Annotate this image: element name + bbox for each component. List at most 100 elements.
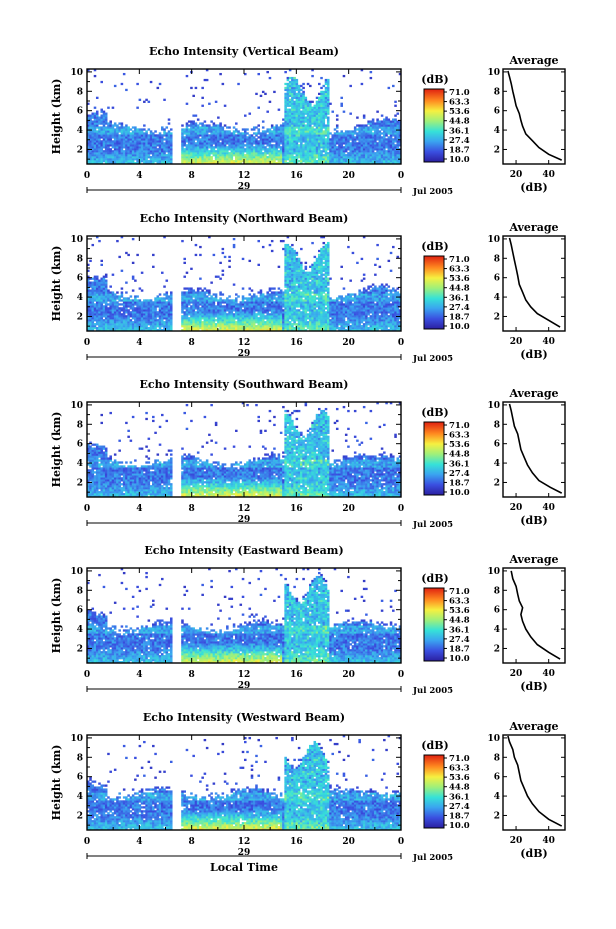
- echo-cell: [212, 305, 216, 308]
- echo-cell: [102, 313, 106, 316]
- echo-cell: [228, 303, 231, 306]
- echo-cell: [169, 311, 173, 314]
- echo-cell: [255, 160, 258, 163]
- echo-cell: [248, 138, 252, 141]
- echo-cell: [273, 295, 276, 298]
- echo-cell: [255, 92, 258, 96]
- echo-cell: [120, 319, 124, 322]
- echo-cell: [140, 128, 144, 131]
- echo-cell: [223, 311, 227, 314]
- echo-cell: [396, 132, 400, 135]
- echo-cell: [214, 124, 218, 127]
- echo-cell: [380, 148, 384, 151]
- echo-cell: [223, 138, 227, 141]
- echo-cell: [380, 160, 384, 163]
- echo-cell: [237, 313, 240, 316]
- echo-cell: [356, 160, 359, 163]
- echo-cell: [335, 160, 339, 163]
- echo-cell: [232, 313, 236, 316]
- echo-cell: [98, 295, 101, 298]
- echo-cell: [358, 150, 361, 153]
- echo-cell: [127, 305, 130, 308]
- echo-cell: [291, 323, 294, 326]
- echo-cell: [169, 327, 173, 330]
- echo-cell: [293, 293, 296, 296]
- echo-cell: [313, 106, 317, 109]
- echo-cell: [226, 297, 229, 300]
- echo-cell: [302, 154, 305, 157]
- echo-cell: [89, 307, 92, 310]
- echo-cell: [257, 309, 260, 312]
- echo-cell: [185, 325, 189, 328]
- echo-cell: [293, 156, 296, 159]
- echo-cell: [199, 148, 202, 151]
- echo-cell: [279, 132, 283, 135]
- echo-cell: [380, 158, 384, 161]
- echo-cell: [203, 299, 207, 302]
- panel-2: Echo Intensity (Northward Beam)246810Hei…: [50, 212, 566, 364]
- echo-cell: [311, 112, 314, 115]
- echo-cell: [129, 136, 133, 139]
- echo-cell: [116, 295, 119, 298]
- echo-cell: [192, 114, 195, 117]
- echo-cell: [149, 307, 153, 310]
- echo-cell: [394, 144, 397, 147]
- echo-cell: [201, 297, 204, 300]
- echo-cell: [98, 118, 101, 121]
- echo-cell: [145, 146, 148, 149]
- echo-cell: [219, 124, 222, 127]
- echo-cell: [275, 321, 278, 324]
- echo-cell: [369, 128, 373, 131]
- echo-cell: [223, 299, 227, 302]
- echo-cell: [291, 102, 294, 105]
- echo-cell: [268, 243, 272, 247]
- echo-cell: [340, 138, 343, 141]
- echo-cell: [161, 325, 164, 328]
- echo-cell: [125, 134, 128, 137]
- echo-cell: [318, 156, 321, 159]
- echo-cell: [311, 134, 314, 137]
- echo-cell: [226, 303, 229, 306]
- echo-cell: [380, 128, 384, 131]
- echo-cell: [203, 138, 207, 141]
- echo-cell: [93, 313, 97, 316]
- echo-cell: [273, 307, 276, 310]
- echo-cell: [192, 124, 195, 127]
- echo-cell: [264, 317, 267, 320]
- echo-cell: [138, 162, 142, 165]
- echo-cell: [284, 285, 287, 288]
- echo-cell: [261, 323, 265, 326]
- echo-cell: [398, 142, 402, 145]
- echo-cell: [284, 162, 287, 165]
- echo-cell: [369, 144, 373, 147]
- echo-cell: [154, 152, 157, 155]
- echo-cell: [320, 92, 323, 96]
- echo-cell: [291, 126, 294, 129]
- echo-cell: [371, 148, 375, 151]
- echo-cell: [367, 152, 370, 155]
- echo-cell: [293, 118, 296, 121]
- echo-cell: [192, 305, 195, 308]
- echo-cell: [145, 311, 148, 314]
- echo-cell: [156, 160, 160, 163]
- echo-cell: [268, 142, 272, 145]
- echo-cell: [107, 144, 110, 147]
- echo-cell: [284, 128, 287, 131]
- echo-cell: [196, 134, 200, 137]
- echo-cell: [127, 126, 130, 129]
- echo-cell: [109, 140, 112, 143]
- echo-cell: [389, 142, 393, 145]
- echo-cell: [369, 156, 373, 159]
- echo-cell: [113, 158, 117, 161]
- echo-cell: [89, 122, 92, 125]
- echo-cell: [378, 146, 382, 149]
- echo-cell: [102, 132, 106, 135]
- echo-cell: [286, 253, 290, 257]
- echo-cell: [140, 148, 144, 151]
- echo-cell: [293, 122, 296, 125]
- echo-cell: [268, 317, 272, 320]
- echo-cell: [131, 329, 135, 332]
- echo-cell: [232, 325, 236, 328]
- echo-cell: [98, 299, 101, 302]
- echo-cell: [313, 104, 317, 107]
